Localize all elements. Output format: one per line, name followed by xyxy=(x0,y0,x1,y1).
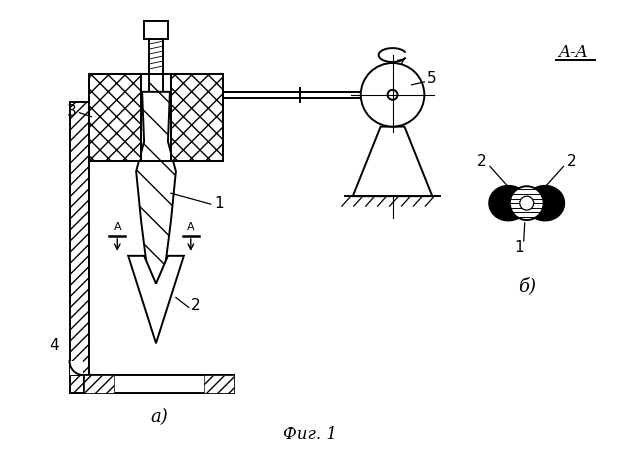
Text: 2: 2 xyxy=(191,298,200,313)
Bar xyxy=(84,375,234,393)
Bar xyxy=(204,375,234,393)
Text: A: A xyxy=(187,222,195,232)
Text: 2: 2 xyxy=(566,154,576,169)
Circle shape xyxy=(388,90,397,100)
Polygon shape xyxy=(136,92,176,341)
Circle shape xyxy=(510,186,543,220)
Bar xyxy=(171,74,223,161)
Polygon shape xyxy=(489,185,564,221)
Text: б): б) xyxy=(518,276,536,295)
Text: 3: 3 xyxy=(67,104,76,119)
Text: 2: 2 xyxy=(477,154,487,169)
Bar xyxy=(149,47,163,102)
Text: 1: 1 xyxy=(214,196,223,211)
Bar xyxy=(90,74,141,161)
Bar xyxy=(70,102,90,375)
Bar xyxy=(84,375,115,393)
Bar xyxy=(144,21,168,39)
Text: A: A xyxy=(113,222,121,232)
Bar xyxy=(70,375,234,393)
Text: а): а) xyxy=(150,408,168,426)
Bar xyxy=(70,361,83,375)
Polygon shape xyxy=(353,127,432,196)
Circle shape xyxy=(520,196,534,210)
Bar xyxy=(149,39,163,74)
Polygon shape xyxy=(128,256,184,343)
Text: 1: 1 xyxy=(514,240,524,255)
Text: 5: 5 xyxy=(426,71,436,87)
Text: A-A: A-A xyxy=(559,44,588,60)
Text: Фиг. 1: Фиг. 1 xyxy=(283,426,337,443)
Circle shape xyxy=(361,63,424,127)
Text: 4: 4 xyxy=(49,338,58,353)
